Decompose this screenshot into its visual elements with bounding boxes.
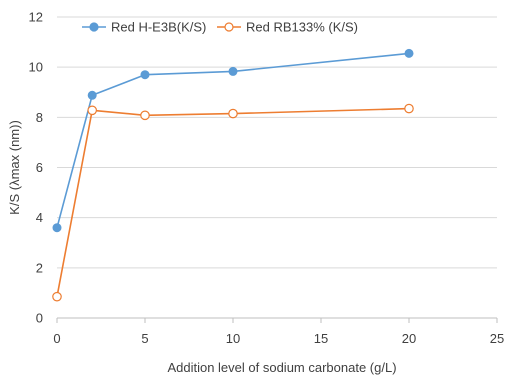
x-axis-title: Addition level of sodium carbonate (g/L) xyxy=(167,360,396,375)
y-tick-label-4: 4 xyxy=(36,210,43,225)
x-tick-label-20: 20 xyxy=(402,331,416,346)
data-point-s1-2 xyxy=(140,70,150,80)
data-point-s2-2 xyxy=(140,110,150,121)
y-tick-label-2: 2 xyxy=(36,260,43,275)
data-point-s1-0 xyxy=(52,223,62,233)
data-point-s2-4 xyxy=(404,103,414,114)
y-tick-label-8: 8 xyxy=(36,110,43,125)
legend-label-2: Red RB133% (K/S) xyxy=(246,20,358,35)
x-tick-label-0: 0 xyxy=(53,331,60,346)
legend-marker-1 xyxy=(89,22,99,32)
gridlines xyxy=(57,16,497,269)
data-point-s2-3 xyxy=(228,108,238,119)
y-tick-label-0: 0 xyxy=(36,311,43,326)
series-line-2 xyxy=(56,107,410,297)
x-tick-label-15: 15 xyxy=(314,331,328,346)
data-point-s1-4 xyxy=(404,48,414,58)
data-point-s2-0 xyxy=(52,291,62,302)
x-tick-label-25: 25 xyxy=(490,331,504,346)
legend-label-1: Red H-E3B(K/S) xyxy=(111,20,206,35)
data-point-s1-1 xyxy=(87,90,97,100)
y-axis-title: K/S (λmax (nm)) xyxy=(7,120,22,215)
legend-marker-2 xyxy=(224,22,234,32)
axes: 0 2 4 6 8 10 12 0 5 10 15 20 25 xyxy=(29,10,505,347)
x-tick-label-10: 10 xyxy=(226,331,240,346)
y-tick-label-6: 6 xyxy=(36,160,43,175)
y-tick-label-12: 12 xyxy=(29,10,43,25)
data-point-s1-3 xyxy=(228,66,238,76)
legend: Red H-E3B(K/S) Red RB133% (K/S) xyxy=(82,20,358,35)
y-tick-label-10: 10 xyxy=(29,60,43,75)
data-point-s2-1 xyxy=(87,105,97,116)
series xyxy=(52,48,414,302)
series-line-1 xyxy=(56,52,410,228)
x-tick-label-5: 5 xyxy=(141,331,148,346)
